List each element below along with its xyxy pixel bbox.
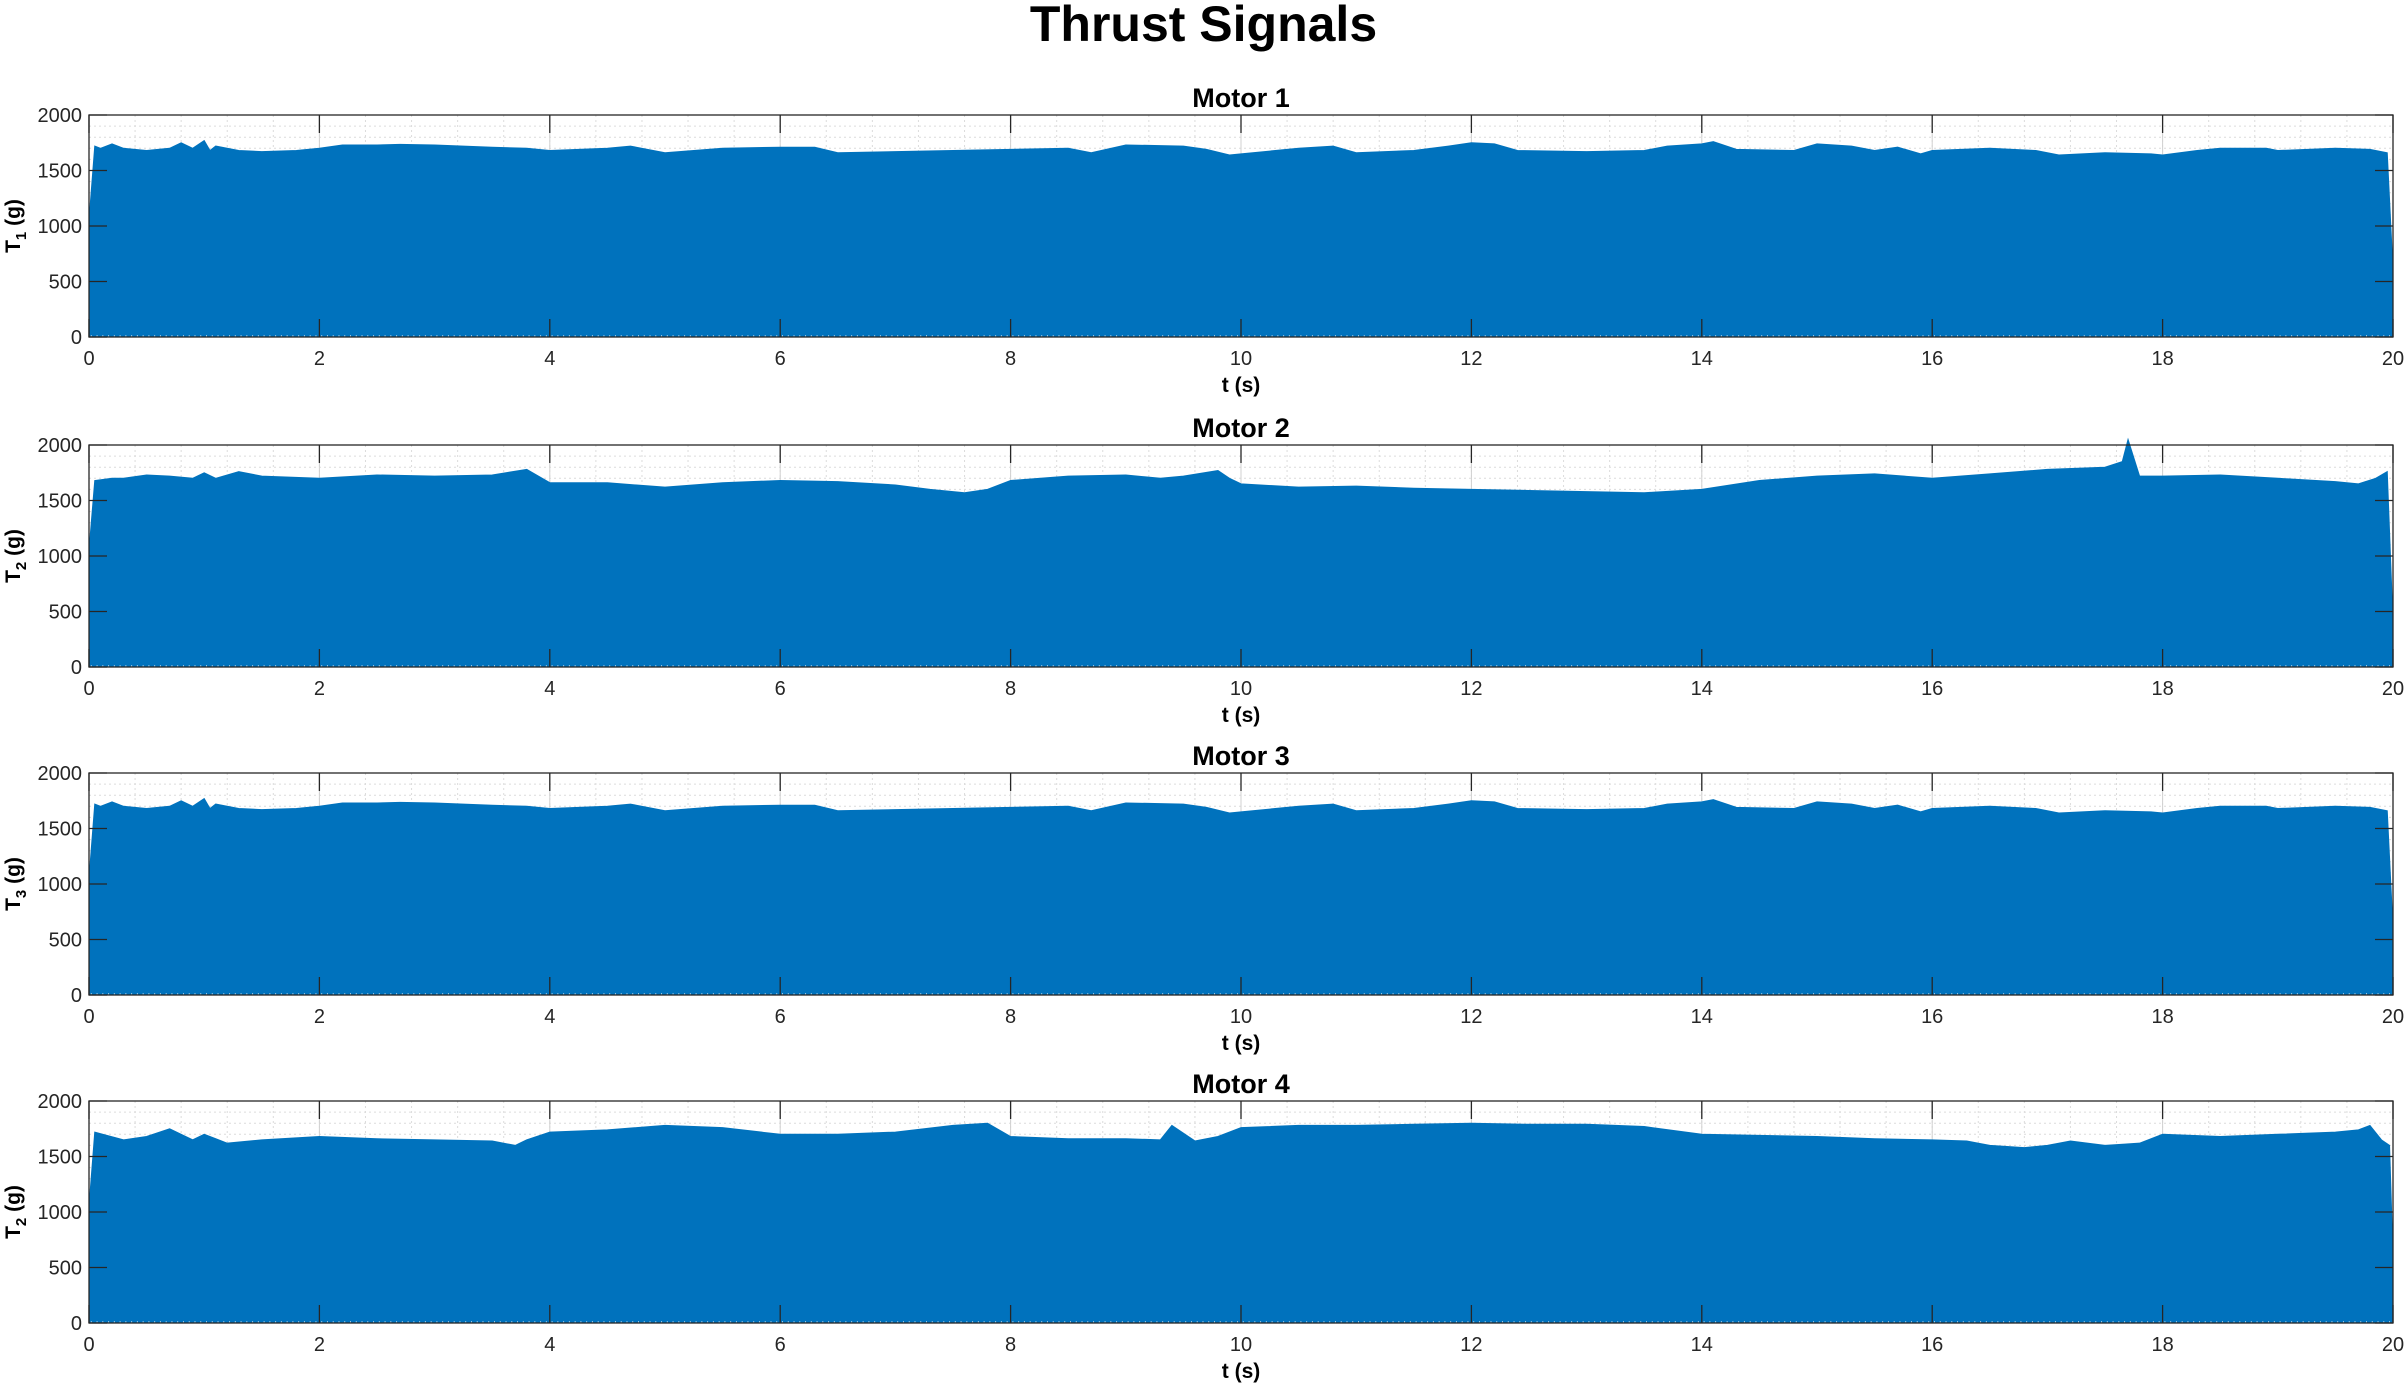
y-tick-label: 0 <box>71 1313 82 1335</box>
x-tick-label: 14 <box>1691 678 1713 700</box>
x-tick-label: 10 <box>1230 1006 1252 1028</box>
y-tick-label: 1000 <box>38 1202 83 1224</box>
x-tick-label: 4 <box>544 1334 555 1356</box>
x-tick-label: 16 <box>1921 348 1943 370</box>
y-tick-label: 0 <box>71 985 82 1007</box>
y-axis-label-main: T <box>2 240 25 253</box>
x-tick-label: 18 <box>2151 348 2173 370</box>
subplot-title: Motor 2 <box>1192 413 1290 443</box>
x-tick-label: 6 <box>775 348 786 370</box>
x-tick-label: 16 <box>1921 1334 1943 1356</box>
y-tick-label: 2000 <box>38 763 83 785</box>
x-tick-label: 16 <box>1921 1006 1943 1028</box>
figure-title: Thrust Signals <box>1029 0 1378 52</box>
x-tick-label: 20 <box>2382 678 2404 700</box>
x-tick-label: 20 <box>2382 1334 2404 1356</box>
y-tick-label: 1500 <box>38 819 83 841</box>
y-tick-label: 1000 <box>38 874 83 896</box>
y-axis-label: T1 (g) <box>2 199 30 253</box>
x-tick-label: 14 <box>1691 348 1713 370</box>
y-axis-label-main: T <box>2 1226 25 1239</box>
x-tick-label: 14 <box>1691 1006 1713 1028</box>
y-axis-label-subscript: 2 <box>13 1218 30 1226</box>
x-tick-label: 2 <box>314 348 325 370</box>
x-tick-label: 10 <box>1230 348 1252 370</box>
thrust-signal-area <box>88 437 2394 668</box>
y-axis-label-unit: (g) <box>2 199 25 232</box>
y-tick-label: 500 <box>49 602 82 624</box>
x-tick-label: 0 <box>83 1334 94 1356</box>
x-axis-label: t (s) <box>1222 1032 1261 1055</box>
subplot-title: Motor 3 <box>1192 741 1290 771</box>
x-tick-label: 0 <box>83 1006 94 1028</box>
x-tick-label: 8 <box>1005 1006 1016 1028</box>
y-tick-label: 1500 <box>38 161 83 183</box>
y-axis-label-unit: (g) <box>2 857 25 890</box>
thrust-signal-area <box>88 1122 2394 1324</box>
subplot-motor-2: 0 2 4 6 8 10 12 14 16 18 20 0 500 1000 1500 2000 Motor 2… <box>2 413 2404 727</box>
subplot-motor-3: 0 2 4 6 8 10 12 14 16 18 20 0 500 1000 1500 2000 Motor 3… <box>2 741 2404 1055</box>
y-tick-label: 1500 <box>38 491 83 513</box>
subplot-motor-4: 0 2 4 6 8 10 12 14 16 18 20 0 500 1000 1500 2000 Motor 4… <box>2 1069 2404 1383</box>
y-tick-label: 2000 <box>38 105 83 127</box>
thrust-signal-area <box>88 139 2394 338</box>
x-tick-label: 8 <box>1005 1334 1016 1356</box>
x-tick-label: 2 <box>314 1334 325 1356</box>
x-axis-label: t (s) <box>1222 704 1261 727</box>
y-axis-label-main: T <box>2 898 25 911</box>
x-tick-label: 12 <box>1460 1334 1482 1356</box>
y-axis-label: T3 (g) <box>2 857 30 911</box>
y-tick-label: 500 <box>49 930 82 952</box>
y-axis-label-main: T <box>2 570 25 583</box>
x-tick-label: 6 <box>775 1334 786 1356</box>
y-tick-label: 500 <box>49 1258 82 1280</box>
subplot-title: Motor 1 <box>1192 83 1290 113</box>
x-tick-label: 10 <box>1230 1334 1252 1356</box>
y-tick-label: 0 <box>71 327 82 349</box>
x-tick-label: 6 <box>775 678 786 700</box>
x-tick-label: 18 <box>2151 1334 2173 1356</box>
x-tick-label: 4 <box>544 348 555 370</box>
x-tick-label: 16 <box>1921 678 1943 700</box>
x-tick-label: 6 <box>775 1006 786 1028</box>
x-tick-label: 8 <box>1005 678 1016 700</box>
x-tick-label: 12 <box>1460 1006 1482 1028</box>
subplot-title: Motor 4 <box>1192 1069 1290 1099</box>
x-tick-label: 12 <box>1460 348 1482 370</box>
x-tick-label: 2 <box>314 678 325 700</box>
y-tick-label: 1000 <box>38 546 83 568</box>
y-tick-label: 0 <box>71 657 82 679</box>
x-tick-label: 4 <box>544 1006 555 1028</box>
x-axis-label: t (s) <box>1222 374 1261 397</box>
y-tick-label: 2000 <box>38 1091 83 1113</box>
x-tick-label: 2 <box>314 1006 325 1028</box>
x-tick-label: 12 <box>1460 678 1482 700</box>
y-tick-label: 1000 <box>38 216 83 238</box>
y-axis-label-subscript: 3 <box>13 890 30 898</box>
y-axis-label-subscript: 2 <box>13 562 30 570</box>
x-tick-label: 20 <box>2382 1006 2404 1028</box>
y-tick-label: 1500 <box>38 1147 83 1169</box>
x-tick-label: 4 <box>544 678 555 700</box>
x-tick-label: 0 <box>83 348 94 370</box>
thrust-signal-area <box>88 797 2394 996</box>
x-tick-label: 8 <box>1005 348 1016 370</box>
y-axis-label-unit: (g) <box>2 1185 25 1218</box>
x-tick-label: 20 <box>2382 348 2404 370</box>
y-axis-label: T2 (g) <box>2 1185 30 1239</box>
y-tick-label: 500 <box>49 272 82 294</box>
x-tick-label: 18 <box>2151 678 2173 700</box>
x-tick-label: 14 <box>1691 1334 1713 1356</box>
x-tick-label: 0 <box>83 678 94 700</box>
y-axis-label-unit: (g) <box>2 529 25 562</box>
y-axis-label-subscript: 1 <box>13 232 30 240</box>
x-tick-label: 10 <box>1230 678 1252 700</box>
x-axis-label: t (s) <box>1222 1360 1261 1383</box>
y-tick-label: 2000 <box>38 435 83 457</box>
x-tick-label: 18 <box>2151 1006 2173 1028</box>
y-axis-label: T2 (g) <box>2 529 30 583</box>
subplot-motor-1: 0 2 4 6 8 10 12 14 16 18 20 0 500 1000 1500 2000 Motor 1… <box>2 83 2404 397</box>
